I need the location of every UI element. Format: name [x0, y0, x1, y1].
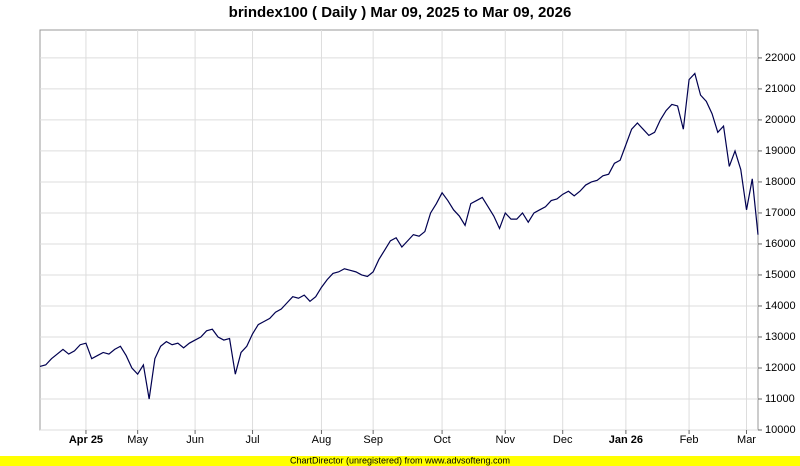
footer-text: ChartDirector (unregistered) from www.ad… [290, 455, 510, 465]
line-series [39, 72, 759, 400]
y-tick-label: 19000 [765, 145, 796, 157]
x-tick-label: Feb [680, 434, 699, 446]
y-tick-label: 13000 [765, 331, 796, 343]
x-tick-label: Dec [553, 434, 573, 446]
footer-bar [0, 456, 800, 466]
y-tick-label: 18000 [765, 176, 796, 188]
x-tick-label: Jul [245, 434, 259, 446]
x-tick-label: Jan 26 [609, 434, 643, 446]
y-tick-label: 17000 [765, 207, 796, 219]
x-tick-label: May [127, 434, 148, 446]
y-tick-label: 11000 [765, 393, 795, 405]
x-tick-label: Jun [186, 434, 204, 446]
x-tick-label: Nov [495, 434, 515, 446]
plot-area [39, 29, 759, 431]
y-tick-label: 14000 [765, 300, 796, 312]
y-tick-label: 12000 [765, 362, 796, 374]
y-tick-label: 16000 [765, 238, 796, 250]
y-tick-label: 20000 [765, 114, 796, 126]
y-tick-label: 15000 [765, 269, 796, 281]
y-tick-label: 21000 [765, 83, 796, 95]
x-tick-label: Mar [737, 434, 756, 446]
y-tick-label: 10000 [765, 424, 796, 436]
x-tick-label: Oct [434, 434, 451, 446]
chart-title: brindex100 ( Daily ) Mar 09, 2025 to Mar… [229, 4, 572, 21]
y-tick-label: 22000 [765, 52, 796, 64]
x-tick-label: Apr 25 [69, 434, 103, 446]
x-tick-label: Sep [363, 434, 383, 446]
x-tick-label: Aug [312, 434, 332, 446]
